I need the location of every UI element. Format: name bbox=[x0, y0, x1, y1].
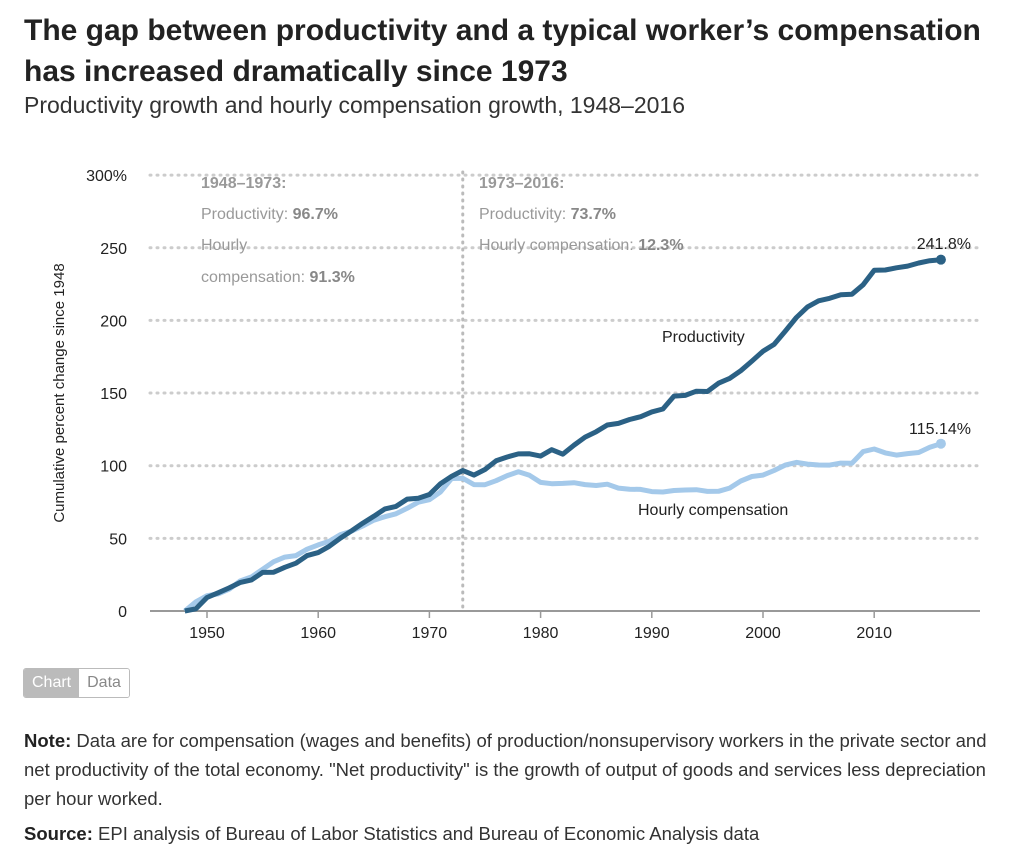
series-label-compensation: Hourly compensation bbox=[638, 502, 788, 519]
chart-tab[interactable]: Chart bbox=[24, 669, 80, 697]
y-tick-label: 100 bbox=[100, 459, 127, 476]
annotation-left-heading: 1948–1973: bbox=[201, 175, 286, 192]
end-label-productivity: 241.8% bbox=[917, 236, 971, 253]
chart-title: The gap between productivity and a typic… bbox=[24, 14, 981, 88]
y-tick-label: 150 bbox=[100, 386, 127, 403]
y-tick-label: 200 bbox=[100, 313, 127, 330]
annotation-left-compensation: compensation: 91.3% bbox=[201, 269, 355, 286]
x-tick-label: 1950 bbox=[189, 625, 225, 642]
x-tick-label: 1960 bbox=[300, 625, 336, 642]
x-tick-label: 2010 bbox=[856, 625, 892, 642]
chart-source: Source: EPI analysis of Bureau of Labor … bbox=[24, 823, 760, 844]
series-line-productivity bbox=[184, 257, 942, 614]
series-line-compensation bbox=[183, 441, 942, 613]
y-tick-label: 250 bbox=[100, 241, 127, 258]
end-point-productivity bbox=[935, 254, 946, 265]
annotation-left-hourly: Hourly bbox=[201, 237, 247, 254]
x-tick-label: 1990 bbox=[634, 625, 670, 642]
end-label-compensation: 115.14% bbox=[909, 421, 971, 438]
data-tab[interactable]: Data bbox=[79, 669, 129, 697]
chart-subtitle: Productivity growth and hourly compensat… bbox=[24, 92, 686, 118]
x-tick-label: 1980 bbox=[523, 625, 559, 642]
y-axis-title: Cumulative percent change since 1948 bbox=[51, 263, 68, 522]
x-tick-label: 2000 bbox=[745, 625, 781, 642]
end-point-compensation bbox=[935, 438, 946, 449]
chart-note: Note: Data are for compensation (wages a… bbox=[24, 730, 987, 809]
view-toggle: Chart Data bbox=[23, 668, 130, 698]
y-tick-label: 50 bbox=[109, 531, 127, 548]
annotation-right-heading: 1973–2016: bbox=[479, 175, 564, 192]
x-tick-label: 1970 bbox=[412, 625, 448, 642]
line-chart: 0 50 100 150 200 250 300% 1950 1960 1970 1980 1990 2… bbox=[51, 168, 982, 642]
annotation-left-productivity: Productivity: 96.7% bbox=[201, 206, 338, 223]
annotation-right-compensation: Hourly compensation: 12.3% bbox=[479, 237, 684, 254]
y-tick-label: 0 bbox=[118, 604, 127, 621]
series-label-productivity: Productivity bbox=[662, 329, 745, 346]
annotation-right-productivity: Productivity: 73.7% bbox=[479, 206, 616, 223]
y-tick-label: 300% bbox=[86, 168, 127, 185]
